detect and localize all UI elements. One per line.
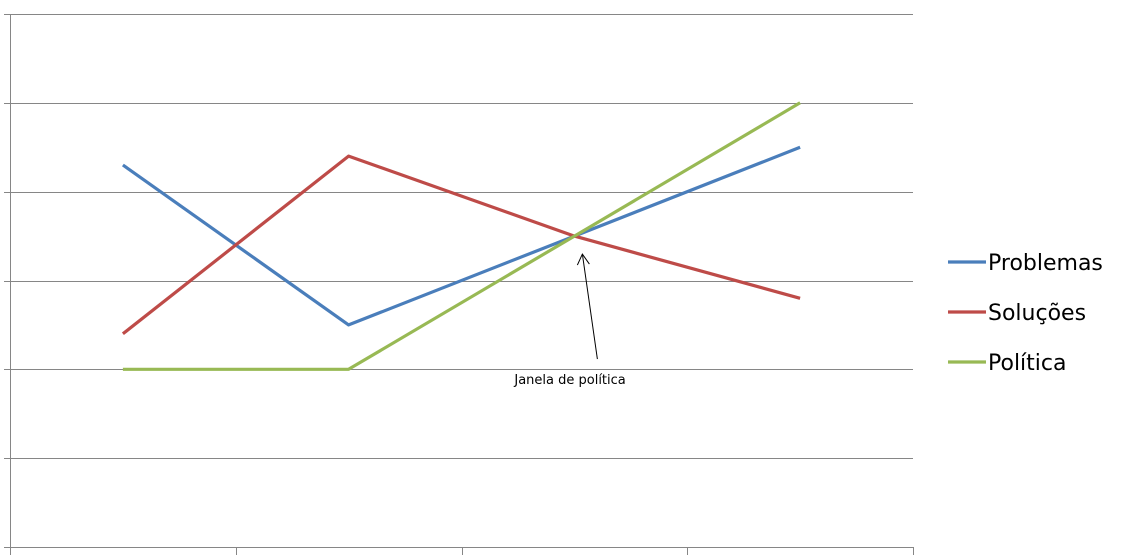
gridlines	[10, 14, 913, 459]
series-line-problemas	[121, 145, 801, 327]
legend-label: Soluções	[988, 301, 1086, 326]
annotation-arrow	[581, 254, 598, 360]
legend-label: Política	[988, 351, 1066, 376]
series-line-politica	[122, 101, 801, 371]
axes	[4, 14, 914, 555]
legend: Problemas Soluções Política	[948, 251, 1103, 376]
annotation-label: Janela de política	[513, 373, 625, 388]
annotation-arrow-head	[576, 253, 590, 266]
legend-label: Problemas	[988, 251, 1103, 276]
series-group	[121, 101, 801, 371]
annotation: Janela de política	[513, 253, 626, 388]
series-line-solucoes	[121, 154, 801, 336]
